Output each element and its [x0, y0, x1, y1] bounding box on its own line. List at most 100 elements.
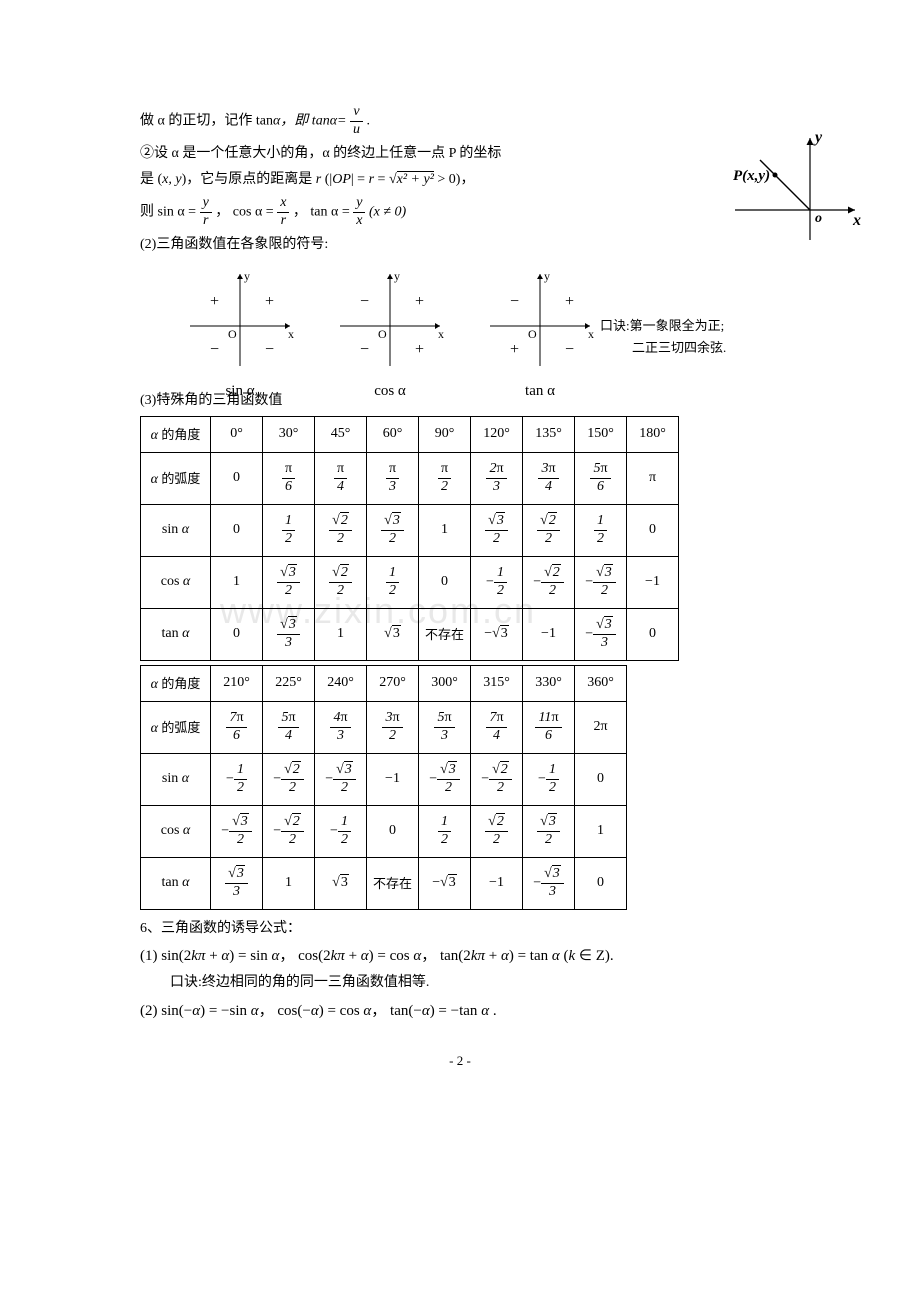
table-cell: 2π: [575, 701, 627, 753]
svg-text:x: x: [288, 327, 294, 341]
table-cell: 11π6: [523, 701, 575, 753]
svg-text:+: +: [415, 293, 424, 310]
table-cell: 0°: [211, 416, 263, 452]
svg-text:+: +: [565, 293, 574, 310]
fraction: yr: [200, 195, 212, 230]
row-header: cos α: [141, 556, 211, 608]
row-header: tan α: [141, 608, 211, 660]
table-cell: 5π3: [419, 701, 471, 753]
table-cell: −√3: [419, 857, 471, 909]
table-row: α 的弧度0π6π4π3π22π33π45π6π: [141, 452, 679, 504]
table-cell: 45°: [315, 416, 367, 452]
tan-label: tan α: [480, 383, 600, 400]
svg-text:O: O: [378, 327, 387, 341]
denominator: x: [353, 213, 365, 230]
table-row: α 的角度210°225°240°270°300°315°330°360°: [141, 665, 627, 701]
svg-text:O: O: [528, 327, 537, 341]
koujue-line2: 二正三切四余弦.: [600, 337, 780, 359]
numerator: y: [353, 195, 365, 213]
text: 则 sin α =: [140, 205, 200, 220]
table-cell: −√22: [263, 805, 315, 857]
text: 是 (x, y)，它与原点的距离是 r (|OP| = r = √x² + y²…: [140, 171, 474, 187]
xy-axes-diagram: y x o P(x,y): [715, 130, 865, 250]
table-cell: −12: [523, 753, 575, 805]
text: (x ≠ 0): [369, 205, 406, 220]
table-cell: 1: [419, 504, 471, 556]
text: 做 α 的正切，记作 tan: [140, 114, 273, 129]
table-cell: π2: [419, 452, 471, 504]
table-cell: π: [627, 452, 679, 504]
fraction: vu: [350, 104, 363, 139]
table-cell: −√32: [211, 805, 263, 857]
svg-text:−: −: [210, 341, 219, 358]
svg-text:y: y: [544, 269, 550, 283]
svg-text:y: y: [244, 269, 250, 283]
point-label: P(x,y): [733, 168, 770, 184]
table-cell: 315°: [471, 665, 523, 701]
section6-heading: 6、三角函数的诱导公式：: [140, 918, 780, 940]
table-cell: √32: [263, 556, 315, 608]
y-label: y: [813, 130, 823, 146]
table-cell: 2π3: [471, 452, 523, 504]
intro-line2: ②设 α 是一个任意大小的角，α 的终边上任意一点 P 的坐标: [140, 143, 570, 165]
table-cell: 0: [575, 753, 627, 805]
table-cell: π4: [315, 452, 367, 504]
table-cell: 360°: [575, 665, 627, 701]
table-cell: 225°: [263, 665, 315, 701]
table-cell: −√33: [523, 857, 575, 909]
svg-text:+: +: [210, 293, 219, 310]
table-cell: 30°: [263, 416, 315, 452]
table-cell: 3π4: [523, 452, 575, 504]
cos-label: cos α: [330, 383, 450, 400]
row-header: tan α: [141, 857, 211, 909]
numerator: y: [200, 195, 212, 213]
table-cell: √22: [523, 504, 575, 556]
table-cell: −√32: [315, 753, 367, 805]
page-number: - 2 -: [140, 1053, 780, 1069]
table-cell: 7π6: [211, 701, 263, 753]
table-cell: √22: [471, 805, 523, 857]
table-cell: 240°: [315, 665, 367, 701]
table-cell: 60°: [367, 416, 419, 452]
table-cell: 135°: [523, 416, 575, 452]
table-cell: −12: [471, 556, 523, 608]
intro-line3: 是 (x, y)，它与原点的距离是 r (|OP| = r = √x² + y²…: [140, 169, 570, 191]
row-header: α 的弧度: [141, 452, 211, 504]
table-cell: −√22: [523, 556, 575, 608]
table-cell: 12: [263, 504, 315, 556]
intro-line1: 做 α 的正切，记作 tanα，即 tanα= vu .: [140, 104, 780, 139]
fraction: xr: [277, 195, 289, 230]
fraction: yx: [353, 195, 365, 230]
table-cell: 5π6: [575, 452, 627, 504]
table-cell: 150°: [575, 416, 627, 452]
section2-heading: (2)三角函数值在各象限的符号:: [140, 234, 780, 256]
table-cell: −√22: [263, 753, 315, 805]
row-header: α 的弧度: [141, 701, 211, 753]
tan-sign-diagram: − + + − y x O tan α: [480, 266, 600, 400]
table-cell: −√33: [575, 608, 627, 660]
table-row: α 的弧度7π65π44π33π25π37π411π62π: [141, 701, 627, 753]
table-row: tan α√331√3不存在−√3−1−√330: [141, 857, 627, 909]
svg-text:−: −: [510, 293, 519, 310]
table-row: sin α012√22√321√32√22120: [141, 504, 679, 556]
table-cell: 0: [211, 504, 263, 556]
table-cell: 210°: [211, 665, 263, 701]
row-header: cos α: [141, 805, 211, 857]
table-cell: −√32: [419, 753, 471, 805]
table-cell: 12: [367, 556, 419, 608]
table-cell: −√3: [471, 608, 523, 660]
table-cell: −1: [471, 857, 523, 909]
table-row: sin α−12−√22−√32−1−√32−√22−120: [141, 753, 627, 805]
table-cell: −√22: [471, 753, 523, 805]
table-cell: 4π3: [315, 701, 367, 753]
row-header: α 的角度: [141, 665, 211, 701]
table-row: cos α1√32√22120−12−√22−√32−1: [141, 556, 679, 608]
table-cell: √33: [263, 608, 315, 660]
table-cell: −√32: [575, 556, 627, 608]
table-cell: √32: [471, 504, 523, 556]
svg-text:+: +: [510, 341, 519, 358]
svg-text:−: −: [360, 341, 369, 358]
table-cell: 7π4: [471, 701, 523, 753]
table-cell: 12: [419, 805, 471, 857]
table-cell: 5π4: [263, 701, 315, 753]
